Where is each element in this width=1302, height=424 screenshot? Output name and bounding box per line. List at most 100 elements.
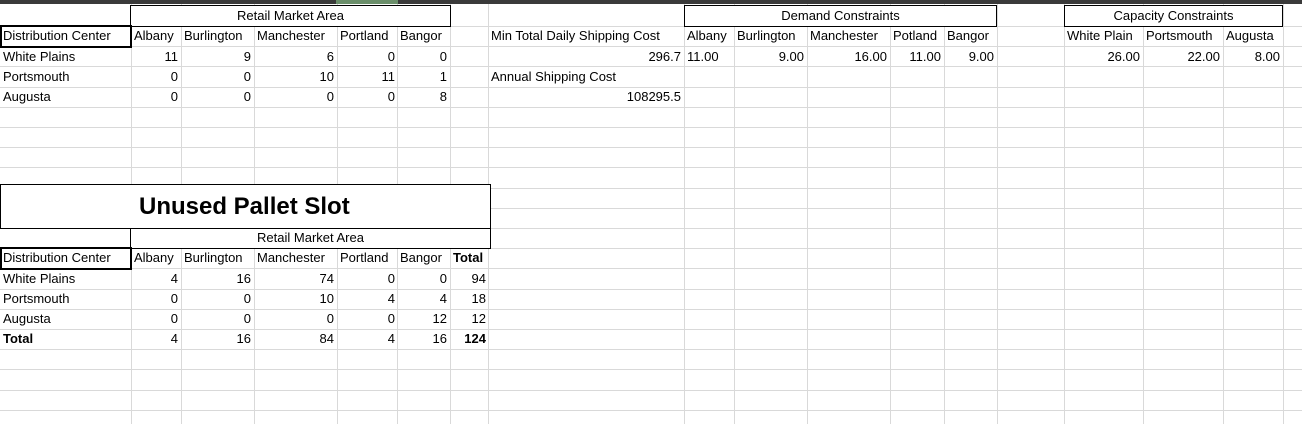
- column-gridline: [734, 4, 735, 424]
- unused-col-header[interactable]: Portland: [340, 250, 389, 265]
- demand-col-header[interactable]: Bangor: [947, 28, 989, 43]
- top-cell[interactable]: 0: [439, 49, 447, 64]
- capacity-col-header[interactable]: Augusta: [1226, 28, 1274, 43]
- top-cell[interactable]: 0: [326, 89, 334, 104]
- top-cell[interactable]: 0: [243, 89, 251, 104]
- demand-col-header[interactable]: Albany: [687, 28, 727, 43]
- top-cell[interactable]: 11: [381, 69, 396, 84]
- column-gridline: [1283, 4, 1284, 424]
- unused-table-header[interactable]: Retail Market Area: [257, 230, 364, 245]
- unused-total-cell[interactable]: 16: [236, 331, 251, 346]
- capacity-value[interactable]: 26.00: [1107, 49, 1140, 64]
- unused-total-cell[interactable]: 4: [170, 331, 178, 346]
- top-cell[interactable]: 8: [439, 89, 447, 104]
- row-gridline: [0, 248, 1302, 249]
- capacity-value[interactable]: 22.00: [1187, 49, 1220, 64]
- top-cell[interactable]: 1: [439, 69, 447, 84]
- unused-col-header[interactable]: Burlington: [184, 250, 243, 265]
- unused-cell[interactable]: 74: [319, 271, 334, 286]
- top-row-label-header[interactable]: Distribution Center: [3, 28, 111, 43]
- top-cell[interactable]: 0: [243, 69, 251, 84]
- top-cell[interactable]: 6: [326, 49, 334, 64]
- unused-cell[interactable]: 0: [439, 271, 447, 286]
- top-row-label[interactable]: Augusta: [3, 89, 51, 104]
- top-cell[interactable]: 9: [243, 49, 251, 64]
- capacity-col-header[interactable]: Portsmouth: [1146, 28, 1213, 43]
- unused-total-label[interactable]: Total: [3, 331, 34, 346]
- unused-total-cell[interactable]: 16: [432, 331, 447, 346]
- top-cell[interactable]: 10: [319, 69, 334, 84]
- demand-col-header[interactable]: Manchester: [810, 28, 878, 43]
- unused-row-label[interactable]: Portsmouth: [3, 291, 70, 306]
- unused-label-header-border: [0, 247, 132, 270]
- min-cost-label[interactable]: Min Total Daily Shipping Cost: [491, 28, 660, 43]
- top-row-label[interactable]: Portsmouth: [3, 69, 70, 84]
- unused-row-label-header[interactable]: Distribution Center: [3, 250, 111, 265]
- demand-value[interactable]: 9.00: [968, 49, 994, 64]
- unused-col-header[interactable]: Manchester: [257, 250, 325, 265]
- demand-value[interactable]: 16.00: [854, 49, 887, 64]
- row-gridline: [0, 208, 1302, 209]
- top-cell[interactable]: 0: [387, 89, 395, 104]
- demand-col-header[interactable]: Burlington: [737, 28, 796, 43]
- annual-cost-label[interactable]: Annual Shipping Cost: [491, 69, 617, 84]
- unused-cell[interactable]: 4: [439, 291, 447, 306]
- unused-row-label[interactable]: White Plains: [3, 271, 76, 286]
- unused-title[interactable]: Unused Pallet Slot: [139, 193, 350, 220]
- top-cell[interactable]: 11: [164, 49, 179, 64]
- unused-col-header[interactable]: Albany: [134, 250, 174, 265]
- annual-cost-value[interactable]: 108295.5: [626, 89, 681, 104]
- unused-cell[interactable]: 0: [326, 311, 334, 326]
- top-col-header[interactable]: Burlington: [184, 28, 243, 43]
- unused-cell[interactable]: 10: [319, 291, 334, 306]
- unused-cell[interactable]: 0: [387, 311, 395, 326]
- capacity-col-header[interactable]: White Plain: [1067, 28, 1133, 43]
- unused-cell[interactable]: 4: [387, 291, 395, 306]
- top-col-header[interactable]: Portland: [340, 28, 389, 43]
- capacity-header[interactable]: Capacity Constraints: [1113, 8, 1234, 23]
- demand-col-header[interactable]: Potland: [893, 28, 938, 43]
- column-gridline: [684, 4, 685, 424]
- min-cost-value[interactable]: 296.7: [648, 49, 681, 64]
- unused-grand-total[interactable]: 124: [464, 331, 486, 346]
- demand-value[interactable]: 11.00: [687, 49, 719, 64]
- top-row-label[interactable]: White Plains: [3, 49, 76, 64]
- unused-col-header[interactable]: Bangor: [400, 250, 442, 265]
- ribbon-edge: [0, 0, 1302, 4]
- demand-value[interactable]: 11.00: [909, 49, 941, 64]
- top-col-header[interactable]: Albany: [134, 28, 174, 43]
- unused-col-header-total[interactable]: Total: [453, 250, 484, 265]
- top-cell[interactable]: 0: [170, 89, 178, 104]
- top-cell[interactable]: 0: [387, 49, 395, 64]
- active-cell-border: [0, 25, 132, 48]
- row-gridline: [0, 107, 1302, 108]
- unused-cell[interactable]: 12: [432, 311, 447, 326]
- unused-row-total[interactable]: 12: [471, 311, 486, 326]
- unused-total-cell[interactable]: 4: [387, 331, 395, 346]
- unused-cell[interactable]: 0: [170, 291, 178, 306]
- unused-cell[interactable]: 0: [387, 271, 395, 286]
- unused-row-label[interactable]: Augusta: [3, 311, 51, 326]
- top-cell[interactable]: 0: [170, 69, 178, 84]
- column-gridline: [807, 4, 808, 424]
- unused-cell[interactable]: 0: [243, 311, 251, 326]
- demand-value[interactable]: 9.00: [778, 49, 804, 64]
- top-table-header[interactable]: Retail Market Area: [237, 8, 344, 23]
- demand-header[interactable]: Demand Constraints: [781, 8, 900, 23]
- row-gridline: [0, 26, 1302, 27]
- unused-cell[interactable]: 4: [170, 271, 178, 286]
- unused-total-cell[interactable]: 84: [319, 331, 334, 346]
- unused-row-total[interactable]: 18: [471, 291, 486, 306]
- capacity-value[interactable]: 8.00: [1254, 49, 1280, 64]
- row-gridline: [0, 127, 1302, 128]
- row-gridline: [0, 289, 1302, 290]
- row-gridline: [0, 188, 1302, 189]
- row-gridline: [0, 228, 1302, 229]
- unused-cell[interactable]: 0: [243, 291, 251, 306]
- row-gridline: [0, 167, 1302, 168]
- unused-cell[interactable]: 16: [236, 271, 251, 286]
- unused-cell[interactable]: 0: [170, 311, 178, 326]
- unused-row-total[interactable]: 94: [471, 271, 486, 286]
- top-col-header[interactable]: Bangor: [400, 28, 442, 43]
- top-col-header[interactable]: Manchester: [257, 28, 325, 43]
